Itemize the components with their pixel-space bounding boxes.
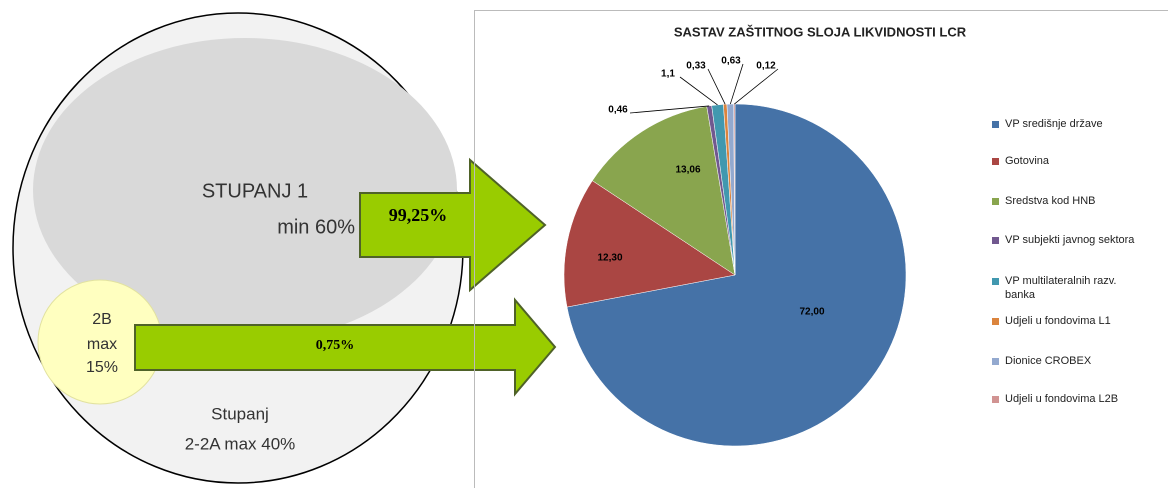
leader-line (679, 76, 718, 106)
legend-swatch (992, 158, 999, 165)
legend-label: Sredstva kod HNB (1005, 195, 1096, 207)
legend-label: Dionice CROBEX (1005, 355, 1092, 367)
legend-swatch (992, 318, 999, 325)
arrow-label: 0,75% (316, 338, 355, 353)
data-label: 72,00 (799, 307, 824, 318)
label: min 60% (277, 216, 355, 238)
legend-label: VP središnje države (1005, 118, 1103, 130)
legend-swatch (992, 121, 999, 128)
label: max (87, 336, 117, 353)
legend-swatch (992, 237, 999, 244)
legend-swatch (992, 396, 999, 403)
data-label: 0,33 (686, 61, 706, 72)
data-label: 0,12 (756, 61, 776, 72)
data-label: 12,30 (597, 253, 622, 264)
legend-entry: VP središnje države (992, 117, 1142, 131)
legend-entry: Dionice CROBEX (992, 354, 1142, 368)
label: STUPANJ 1 (202, 180, 308, 202)
legend-label: Udjeli u fondovima L2B (1005, 393, 1119, 405)
arrow-label: 99,25% (389, 205, 448, 225)
pie-slice (592, 106, 736, 276)
legend-entry: Gotovina (992, 154, 1142, 168)
legend-entry: VP subjekti javnog sektora (992, 233, 1142, 247)
data-label: 0,46 (608, 105, 628, 116)
legend-entry: Udjeli u fondovima L1 (992, 314, 1142, 328)
legend-swatch (992, 198, 999, 205)
arrow (134, 297, 557, 397)
legend-label: Udjeli u fondovima L1 (1005, 315, 1111, 327)
legend-entry: VP multilateralnih razv. banka (992, 274, 1142, 302)
data-label: 13,06 (675, 165, 700, 176)
legend-label: VP subjekti javnog sektora (1005, 234, 1135, 246)
level1-circle (33, 38, 457, 342)
legend-swatch (992, 278, 999, 285)
label: 15% (86, 359, 118, 376)
pie-slice (563, 180, 736, 308)
data-label: 1,1 (661, 69, 675, 80)
leader-line (629, 105, 710, 114)
legend-entry: Sredstva kod HNB (992, 194, 1142, 208)
label: 2-2A max 40% (185, 434, 296, 453)
label: 2B (92, 311, 112, 328)
legend-label: VP multilateralnih razv. banka (1005, 275, 1117, 301)
legend-label: Gotovina (1005, 155, 1050, 167)
chart-frame (474, 10, 1168, 488)
legend-entry: Udjeli u fondovima L2B (992, 392, 1142, 406)
data-label: 0,63 (721, 56, 741, 67)
leader-line (729, 63, 744, 105)
legend-swatch (992, 358, 999, 365)
chart-title: SASTAV ZAŠTITNOG SLOJA LIKVIDNOSTI LCR (674, 24, 967, 39)
pie-slice (566, 103, 907, 447)
leader-line (734, 68, 779, 105)
leader-line (707, 68, 726, 105)
arrow (359, 157, 547, 293)
label: Stupanj (211, 404, 269, 423)
